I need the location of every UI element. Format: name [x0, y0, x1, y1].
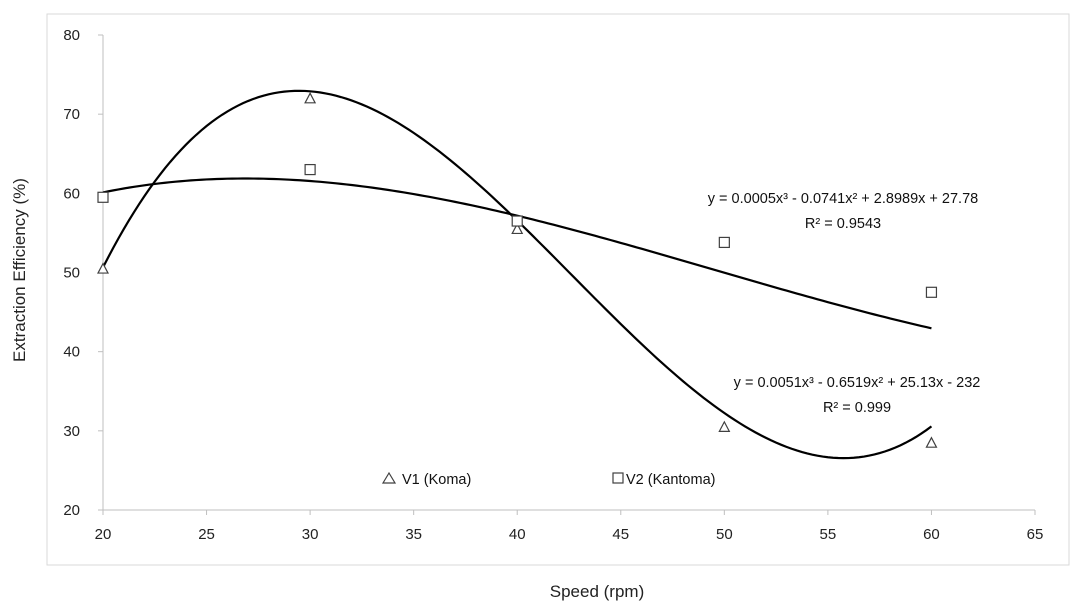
data-point-v2	[718, 236, 730, 249]
data-point-v2	[925, 286, 938, 298]
legend-item-v2: V2 (Kantoma)	[612, 472, 715, 488]
x-tick-label: 45	[612, 526, 629, 543]
legend-triangle-marker	[381, 471, 397, 484]
data-point-v1	[97, 262, 109, 274]
legend-label-v1: V1 (Koma)	[402, 472, 471, 488]
y-tick-label: 50	[63, 265, 80, 282]
x-tick-label: 55	[820, 526, 837, 543]
data-point-v1	[511, 222, 524, 235]
data-point-v1	[718, 420, 731, 432]
v1-trendline-equation: y = 0.0051x³ - 0.6519x² + 25.13x - 232	[734, 375, 981, 391]
legend-label-v2: V2 (Kantoma)	[626, 472, 715, 488]
x-axis-title: Speed (rpm)	[550, 582, 644, 601]
data-point-v1	[925, 436, 938, 448]
x-tick-labels: 20 25 30 35 40 45 50 55 60 65	[95, 526, 1044, 543]
trendline-series-1	[102, 89, 933, 460]
data-point-v2	[304, 163, 316, 176]
y-tick-labels: 20 30 40 50 60 70 80	[63, 27, 80, 519]
y-tick-label: 60	[63, 185, 80, 202]
data-point-v2	[511, 215, 523, 227]
y-tick-label: 30	[63, 423, 80, 440]
x-tick-label: 50	[716, 526, 733, 543]
data-point-v1	[304, 92, 317, 104]
legend-square-marker	[612, 472, 624, 484]
trendlines	[102, 89, 933, 460]
y-tick-label: 40	[63, 344, 80, 361]
v2-trendline-r2: R² = 0.9543	[805, 216, 881, 232]
x-tick-label: 65	[1027, 526, 1044, 543]
v1-trendline-r2: R² = 0.999	[823, 400, 891, 416]
data-point-v2	[97, 191, 109, 203]
y-tick-label: 70	[63, 106, 80, 123]
chart-border	[46, 13, 1070, 566]
y-axis-title: Extraction Efficiency (%)	[10, 178, 29, 362]
x-tick-label: 60	[923, 526, 940, 543]
v2-trendline-equation: y = 0.0005x³ - 0.0741x² + 2.8989x + 27.7…	[708, 191, 978, 207]
x-tick-label: 30	[302, 526, 319, 543]
data-points	[97, 92, 938, 448]
axes	[98, 34, 1036, 515]
x-tick-label: 25	[198, 526, 215, 543]
y-tick-label: 80	[63, 27, 80, 44]
legend: V1 (Koma) V2 (Kantoma)	[381, 471, 715, 488]
x-tick-label: 40	[509, 526, 526, 543]
x-tick-label: 20	[95, 526, 112, 543]
y-tick-label: 20	[63, 502, 80, 519]
legend-item-v1: V1 (Koma)	[381, 471, 471, 488]
x-tick-label: 35	[405, 526, 422, 543]
